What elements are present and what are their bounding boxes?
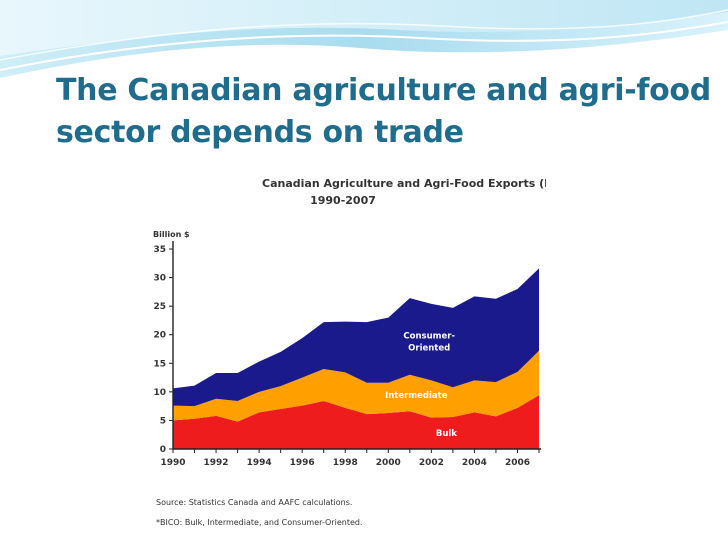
chart-title-line-2: 1990-2007 [310,194,376,207]
x-tick-label: 2006 [505,458,530,468]
slide-title-line-2: sector depends on trade [56,115,464,150]
plot-area: Bulk Intermediate Consumer- Oriented 0 5 10 15 2… [153,241,541,468]
y-axis-label: Billion $ [153,230,190,239]
series-area-bulk [173,395,539,449]
header-wave-decoration [0,0,728,78]
y-tick-label: 10 [153,388,166,398]
y-tick-label: 5 [160,416,166,426]
slide-title-line-1: The Canadian agriculture and agri-food [56,73,711,108]
x-tick-label: 1996 [290,458,315,468]
y-tick-label: 20 [153,331,166,341]
chart-title-line-1: Canadian Agriculture and Agri-Food Expor… [262,177,546,190]
x-tick-label: 2002 [419,458,444,468]
chart-figure: Canadian Agriculture and Agri-Food Expor… [146,164,546,546]
series-label: Oriented [408,344,450,354]
series-area-consumer-oriented [173,268,539,407]
series-label: Consumer- [403,332,455,342]
series-area-intermediate [173,350,539,422]
x-tick-label: 1998 [333,458,358,468]
y-tick-label: 35 [153,245,166,255]
x-tick-label: 2004 [462,458,487,468]
source-note: Source: Statistics Canada and AAFC calcu… [156,498,352,507]
x-tick-label: 1992 [204,458,229,468]
series-label: Bulk [436,429,457,439]
y-tick-label: 25 [153,302,166,312]
x-tick-label: 2000 [376,458,401,468]
exports-area-chart: Canadian Agriculture and Agri-Food Expor… [153,177,546,527]
x-tick-label: 1990 [160,458,185,468]
footnote: *BICO: Bulk, Intermediate, and Consumer-… [156,518,363,527]
y-tick-label: 0 [160,445,166,455]
y-tick-label: 15 [153,359,166,369]
slide-title: The Canadian agriculture and agri-food s… [56,70,716,154]
x-tick-label: 1994 [247,458,272,468]
series-label: Intermediate [385,391,448,401]
y-tick-label: 30 [153,274,166,284]
